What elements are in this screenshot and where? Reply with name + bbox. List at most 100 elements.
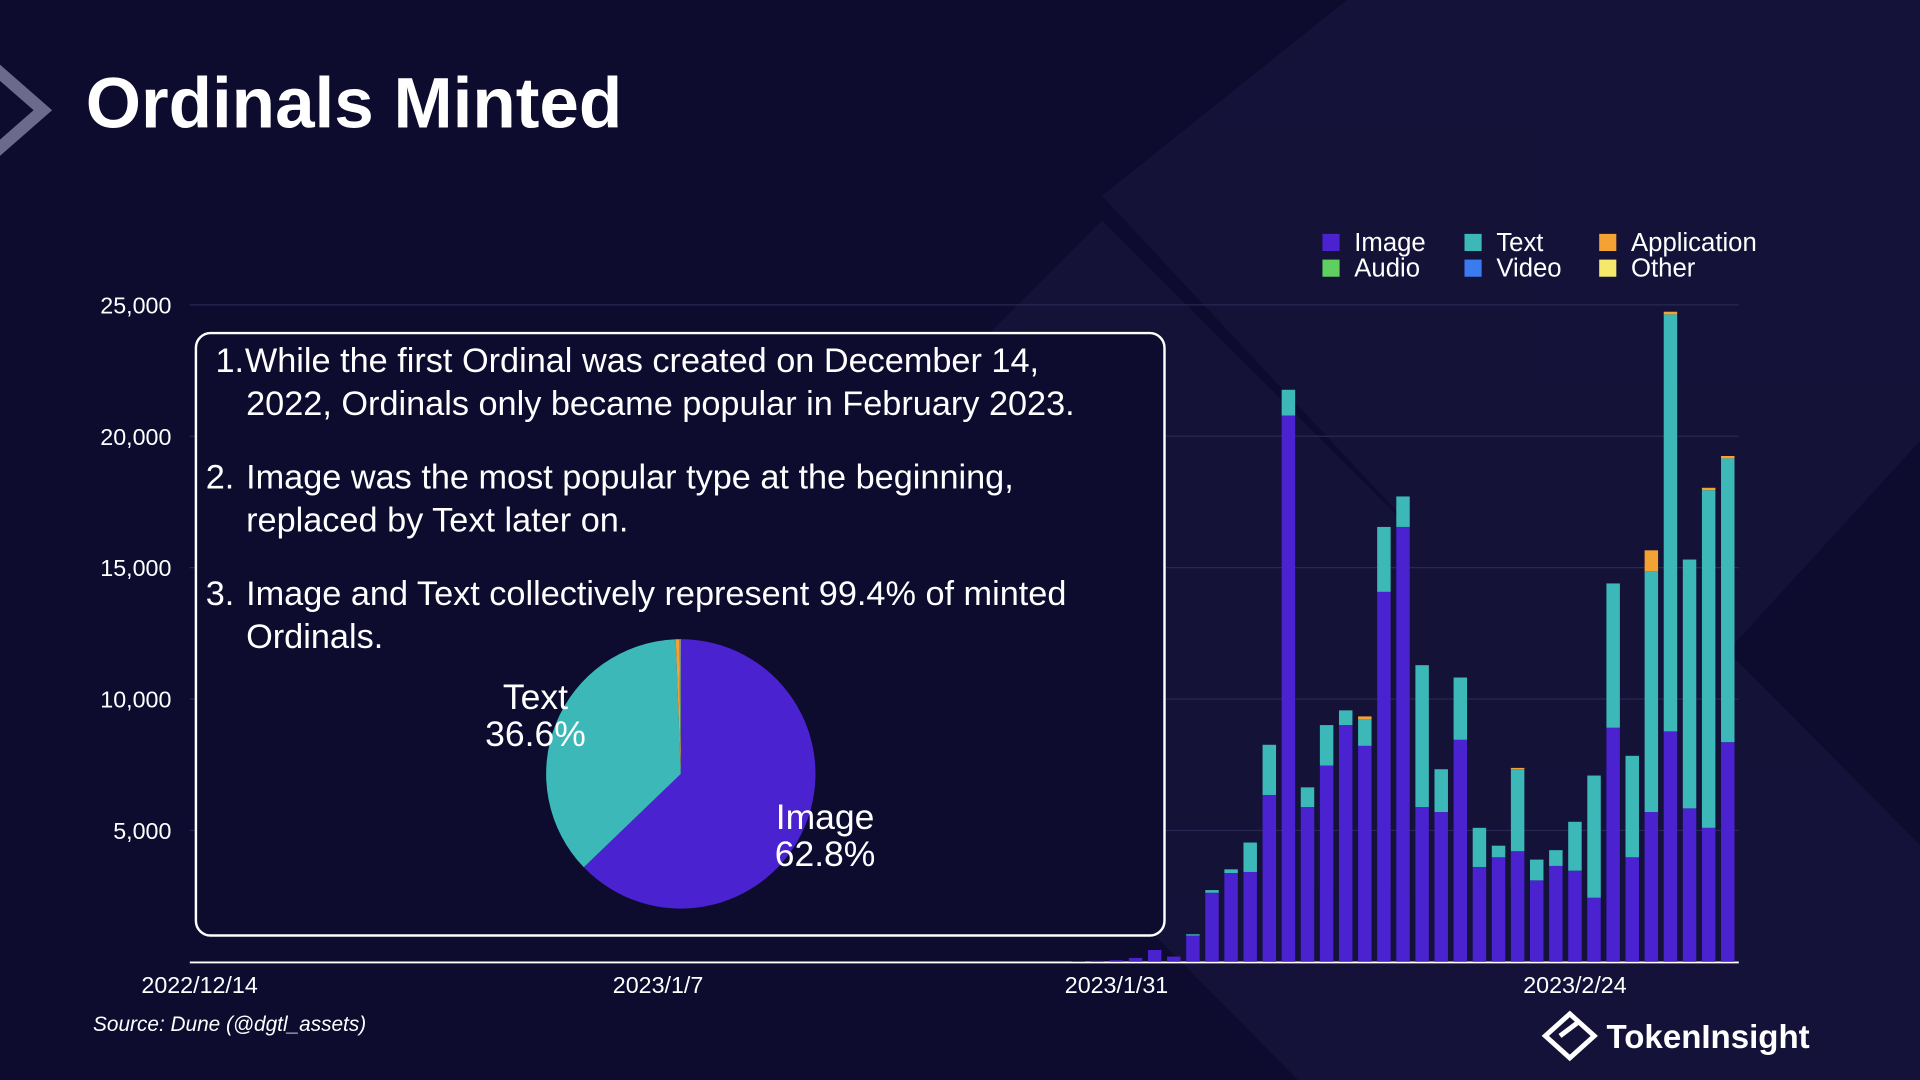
logo-chevron [0, 64, 53, 156]
bar-segment [1243, 842, 1257, 872]
legend-label: Application [1631, 229, 1757, 257]
bar-segment [1644, 812, 1659, 962]
legend-swatch [1464, 233, 1482, 252]
bar-segment [1606, 583, 1620, 728]
pie-value-label: 62.8% [775, 834, 876, 874]
note-line: Image and Text collectively represent 99… [246, 575, 1066, 613]
bar-segment [1587, 775, 1601, 898]
bar-segment [1721, 458, 1735, 743]
bar-segment [1338, 710, 1353, 726]
bar-segment [1568, 821, 1582, 871]
bar-segment [1128, 957, 1143, 962]
bar-segment [1549, 850, 1563, 866]
bar-segment [1205, 890, 1219, 893]
legend-label: Text [1496, 229, 1543, 257]
notes: 1. While the first Ordinal was created on… [206, 342, 1075, 656]
pie-value-label: 36.6% [485, 714, 586, 754]
bar-segment [1721, 455, 1735, 459]
bar-segment [1663, 311, 1678, 315]
bar-segment [1472, 827, 1487, 867]
bar-segment [1701, 827, 1716, 962]
bar-segment [1453, 739, 1468, 962]
x-tick-label: 2022/12/14 [141, 972, 257, 998]
legend-swatch [1322, 259, 1340, 277]
bar-segment [1396, 526, 1410, 962]
bar-segment [1358, 719, 1372, 746]
note-marker: 2. [206, 459, 235, 497]
bar-segment [1377, 591, 1391, 962]
bar-segment [1549, 865, 1563, 962]
pie-slice [583, 639, 816, 909]
y-tick-label: 5,000 [113, 818, 171, 844]
notes-box [194, 331, 1166, 937]
legend-label: Image [1354, 229, 1425, 257]
bar-segment [1415, 807, 1429, 962]
legend-label: Video [1496, 255, 1561, 283]
note-line: 2022, Ordinals only became popular in Fe… [246, 385, 1075, 423]
brand-name: TokenInsight [1607, 1019, 1810, 1056]
note-line: replaced by Text later on. [246, 501, 628, 539]
bar-segment [1300, 787, 1315, 808]
pie-label: Image [776, 797, 875, 837]
bar-segment [1530, 859, 1544, 881]
brand-icon [1541, 1010, 1598, 1062]
bar-segment [1071, 961, 1086, 962]
bar-segment [1682, 808, 1697, 962]
bar-segment [1625, 755, 1639, 858]
bar-segment [1530, 880, 1544, 962]
note-marker: 3. [206, 575, 235, 613]
bar-segment [1510, 767, 1525, 770]
bar-segment [1358, 745, 1372, 962]
bar-segment [1606, 727, 1620, 962]
bar-segment [1434, 812, 1448, 962]
legend-label: Audio [1354, 255, 1420, 283]
bar-segment [1663, 314, 1678, 732]
bar-segment [1396, 496, 1410, 527]
bar-segment [1262, 744, 1277, 795]
y-tick-label: 10,000 [100, 687, 171, 713]
note-marker: 1. [216, 342, 245, 380]
bar-segment [1319, 765, 1334, 962]
legend-swatch [1599, 233, 1617, 252]
bar-segment [1472, 866, 1487, 962]
bar-segment [1167, 956, 1181, 962]
bar-segment [1701, 487, 1716, 491]
note-line: While the first Ordinal was created on D… [245, 342, 1039, 380]
bar-segment [1434, 769, 1448, 813]
bar-segment [1377, 526, 1391, 592]
bar-segment [1701, 490, 1716, 828]
bar-segment [1090, 960, 1105, 962]
y-tick-label: 15,000 [100, 555, 171, 581]
bar-segment [1721, 742, 1735, 962]
legend-swatch [1464, 259, 1482, 277]
y-tick-label: 20,000 [100, 424, 171, 450]
bar-segment [1224, 869, 1238, 874]
bar-segment [1300, 807, 1315, 962]
bar-segment [1682, 559, 1697, 809]
bar-segment [1186, 934, 1200, 936]
bar-segment [1205, 892, 1219, 962]
legend-swatch [1599, 259, 1617, 277]
bar-segment [1109, 960, 1124, 962]
legend-swatch [1322, 233, 1340, 252]
x-tick-label: 2023/1/7 [613, 972, 704, 998]
bar-segment [1224, 873, 1238, 962]
x-tick-label: 2023/1/31 [1065, 972, 1168, 998]
brand-icon-shape [1541, 1010, 1598, 1062]
x-tick-label: 2023/2/24 [1523, 972, 1627, 998]
bar-segment [1262, 794, 1277, 962]
note-line: Image was the most popular type at the b… [246, 459, 1014, 497]
bar-segment [1358, 716, 1372, 720]
legend: Image Text Application Audio Video Other [1322, 229, 1757, 283]
bar-segment [1338, 725, 1353, 962]
legend-label: Other [1631, 255, 1696, 283]
pie-slice [679, 639, 681, 774]
pie-slice [546, 639, 681, 868]
decor-shape [1102, 0, 1920, 760]
bar-segment [1281, 389, 1296, 416]
source-note: Source: Dune (@dgtl_assets) [93, 1013, 366, 1036]
bar-segment [1568, 870, 1582, 962]
corner-logo [0, 64, 53, 156]
